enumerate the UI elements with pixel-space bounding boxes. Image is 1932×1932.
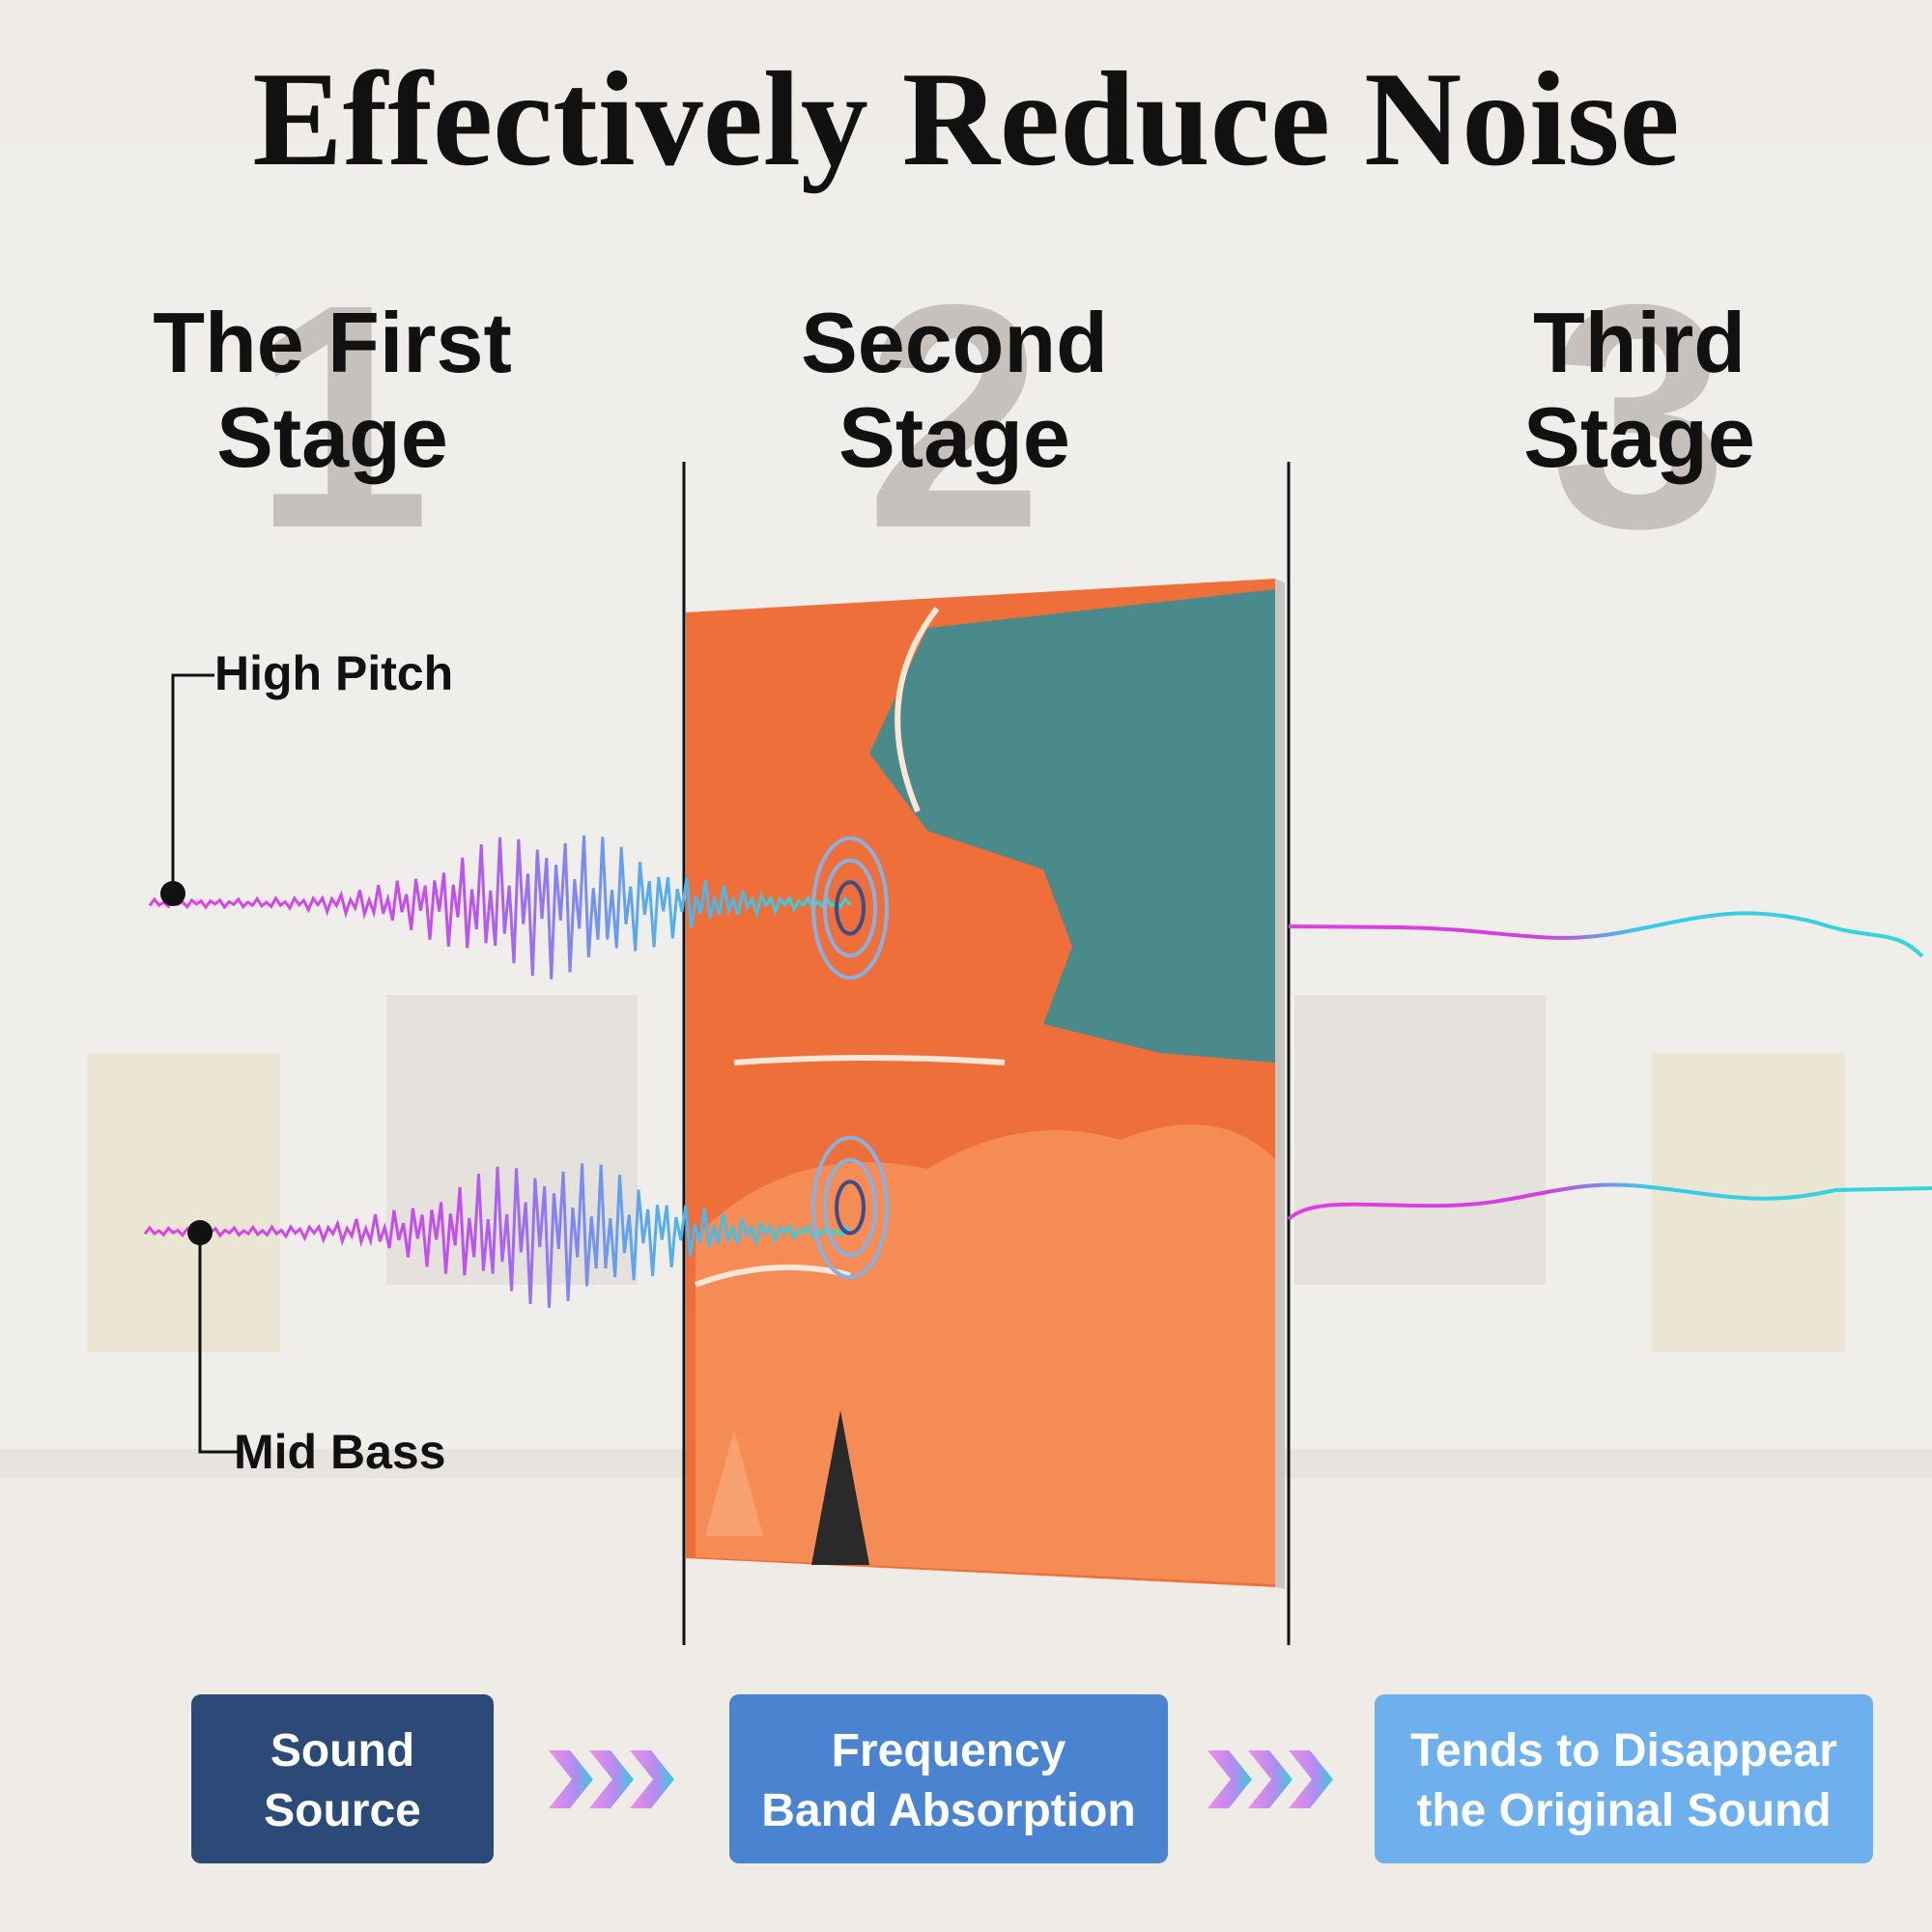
stage-number: 2 bbox=[866, 238, 1043, 594]
callout-dot bbox=[160, 881, 185, 906]
residual-wave bbox=[1288, 911, 1924, 958]
stage-label: Stage bbox=[216, 389, 448, 485]
stage-label: Stage bbox=[1523, 389, 1755, 485]
stage-number: 3 bbox=[1550, 238, 1728, 594]
callout-label: High Pitch bbox=[214, 646, 453, 700]
callout-label: Mid Bass bbox=[234, 1425, 446, 1479]
chevron bbox=[1208, 1750, 1252, 1808]
stage-label: Second bbox=[801, 295, 1108, 390]
step-label: Source bbox=[264, 1785, 421, 1836]
chevron bbox=[549, 1750, 593, 1808]
stage-label: The First bbox=[153, 295, 512, 390]
step-label: Tends to Disappear bbox=[1410, 1725, 1837, 1776]
chevron bbox=[1248, 1750, 1293, 1808]
step-box bbox=[729, 1694, 1168, 1863]
residual-wave bbox=[1287, 1182, 1932, 1221]
step-label: Frequency bbox=[832, 1725, 1066, 1776]
target-ring bbox=[835, 1179, 866, 1236]
stage-label: Third bbox=[1533, 295, 1746, 390]
target-ring bbox=[811, 1135, 889, 1280]
step-label: the Original Sound bbox=[1416, 1785, 1831, 1836]
stage-number: 1 bbox=[253, 238, 431, 594]
chevron bbox=[1289, 1750, 1333, 1808]
target-ring bbox=[823, 1157, 877, 1258]
acoustic-panel bbox=[686, 579, 1285, 1589]
sound-wave bbox=[143, 1163, 852, 1308]
title: Effectively Reduce Noise bbox=[252, 44, 1679, 194]
sound-wave bbox=[148, 835, 852, 980]
callout-line bbox=[198, 1233, 238, 1454]
target-ring bbox=[835, 880, 866, 936]
chevron bbox=[589, 1750, 634, 1808]
step-label: Band Absorption bbox=[761, 1785, 1136, 1836]
stage-label: Stage bbox=[838, 389, 1070, 485]
chevron bbox=[630, 1750, 674, 1808]
step-box bbox=[191, 1694, 494, 1863]
target-ring bbox=[823, 858, 877, 958]
callout-dot bbox=[187, 1220, 213, 1245]
step-box bbox=[1375, 1694, 1873, 1863]
callout-line bbox=[171, 673, 214, 894]
target-ring bbox=[811, 836, 889, 980]
step-label: Sound bbox=[270, 1725, 414, 1776]
